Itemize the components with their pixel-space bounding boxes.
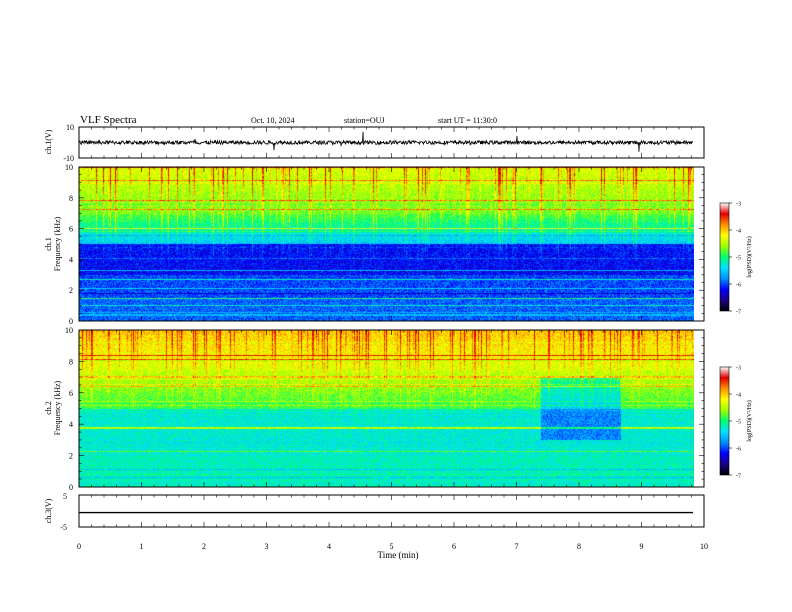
- x-tick-label: 1: [140, 542, 144, 551]
- ch2-spectrogram-ylabel-2: Frequency (kHz): [53, 380, 62, 435]
- station-label: station=OUJ: [344, 116, 385, 125]
- colorbar-tick-label: -3: [736, 202, 741, 208]
- ch1-ytick-top: 10: [66, 123, 74, 132]
- colorbar-tick-label: -5: [736, 256, 741, 262]
- colorbar-tick-label: -4: [736, 229, 741, 235]
- spectrogram-ytick-label: 8: [69, 194, 73, 203]
- x-axis-label: Time (min): [378, 550, 419, 560]
- ch3-waveform-ylabel: ch.3(V): [44, 498, 53, 523]
- ch1-colorbar-ticks: -7 -6 -5 -4 -3: [729, 202, 741, 316]
- ch1-waveform-ticks: [78, 127, 705, 158]
- colorbar-tick-label: -6: [736, 283, 741, 289]
- ch1-waveform-panel: 10 -10 ch.1(V): [44, 123, 705, 163]
- ch1-spectrogram-ylabel-2: Frequency (kHz): [53, 216, 62, 271]
- spectrogram-ytick-label: 2: [69, 452, 73, 461]
- spectrogram-ytick-label: 6: [69, 225, 73, 234]
- ch1-waveform-line: [78, 131, 694, 152]
- ch2-spectrogram-ylabel-1: ch.2: [44, 401, 53, 415]
- x-axis-tick-labels: 0 1 2 3 4 5 6 7 8 9 10: [77, 542, 708, 551]
- date-label: Oct. 10, 2024: [251, 116, 295, 125]
- spectrogram-ytick-label: 4: [69, 255, 73, 264]
- ch3-waveform-ticks: [78, 495, 705, 527]
- colorbar-tick-label: -7: [736, 310, 741, 316]
- spectrogram-ytick-label: 8: [69, 357, 73, 366]
- ch2-colorbar: [719, 366, 730, 476]
- x-tick-label: 6: [452, 542, 456, 551]
- x-tick-label: 8: [577, 542, 581, 551]
- ch3-ytick-bottom: -5: [60, 523, 67, 532]
- ch2-colorbar-ticks: -7 -6 -5 -4 -3: [729, 366, 741, 480]
- ch1-colorbar-label: log(PSD)(V²/Hz): [746, 236, 753, 277]
- x-tick-label: 5: [390, 542, 394, 551]
- ch3-waveform-frame: [78, 494, 705, 528]
- ch2-spectrogram-image: [79, 330, 694, 487]
- colorbar-tick-label: -4: [736, 393, 741, 399]
- ch2-spectrogram-yticks: 0 2 4 6 8 10: [65, 326, 705, 492]
- x-tick-label: 7: [515, 542, 519, 551]
- x-tick-label: 10: [700, 542, 708, 551]
- ch1-waveform-ylabel: ch.1(V): [44, 129, 53, 154]
- start-time-label: start UT = 11:30:0: [438, 116, 497, 125]
- x-tick-label: 9: [640, 542, 644, 551]
- ch3-ytick-top: 5: [63, 492, 67, 501]
- colorbar-tick-label: -5: [736, 420, 741, 426]
- colorbar-tick-label: -7: [736, 474, 741, 480]
- x-tick-label: 0: [77, 542, 81, 551]
- ch1-colorbar: [719, 202, 730, 312]
- ch1-spectrogram-yticks: 0 2 4 6 8 10: [65, 163, 705, 326]
- colorbar-tick-label: -3: [736, 366, 741, 372]
- ch1-spectrogram-image: [79, 167, 694, 321]
- ch3-waveform-panel: 5 -5 ch.3(V): [44, 492, 705, 532]
- spectrogram-ytick-label: 10: [65, 326, 73, 335]
- colorbar-tick-label: -6: [736, 447, 741, 453]
- x-tick-label: 3: [265, 542, 269, 551]
- x-tick-label: 4: [327, 542, 331, 551]
- spectrogram-ytick-label: 4: [69, 420, 73, 429]
- spectrogram-ytick-label: 10: [65, 163, 73, 172]
- ch2-colorbar-label: log(PSD)(V²/Hz): [746, 400, 753, 441]
- spectrogram-ytick-label: 6: [69, 389, 73, 398]
- figure-title: VLF Spectra: [80, 114, 137, 126]
- ch1-ytick-bottom: -10: [63, 154, 74, 163]
- x-tick-label: 2: [202, 542, 206, 551]
- spectrogram-ytick-label: 0: [69, 483, 73, 492]
- spectrogram-ytick-label: 0: [69, 317, 73, 326]
- ch1-spectrogram-ylabel-1: ch.1: [44, 237, 53, 251]
- spectrogram-ytick-label: 2: [69, 286, 73, 295]
